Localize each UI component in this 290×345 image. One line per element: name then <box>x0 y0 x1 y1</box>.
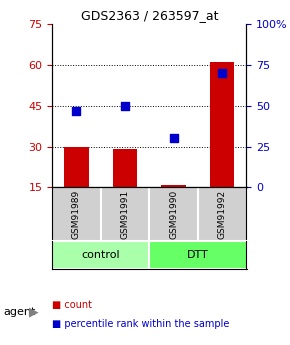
Text: GSM91992: GSM91992 <box>218 189 227 238</box>
Text: GSM91991: GSM91991 <box>121 189 130 239</box>
FancyBboxPatch shape <box>149 240 246 269</box>
Text: control: control <box>81 250 120 260</box>
Text: DTT: DTT <box>187 250 209 260</box>
Title: GDS2363 / 263597_at: GDS2363 / 263597_at <box>81 9 218 22</box>
Point <box>220 70 224 76</box>
Text: ▶: ▶ <box>29 306 39 319</box>
FancyBboxPatch shape <box>52 240 149 269</box>
Point <box>171 136 176 141</box>
Text: agent: agent <box>3 307 35 317</box>
Bar <box>162 185 186 187</box>
Text: ■ percentile rank within the sample: ■ percentile rank within the sample <box>52 319 230 329</box>
Text: GSM91990: GSM91990 <box>169 189 178 239</box>
Point <box>74 108 79 114</box>
Text: ■ count: ■ count <box>52 300 92 310</box>
Bar <box>64 147 89 187</box>
Bar <box>113 149 137 187</box>
Point <box>123 103 127 109</box>
Bar <box>210 62 234 187</box>
Text: GSM91989: GSM91989 <box>72 189 81 239</box>
